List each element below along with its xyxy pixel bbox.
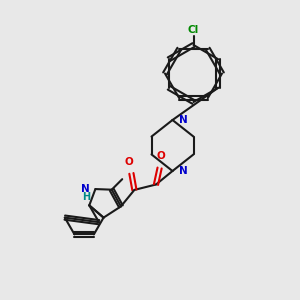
Text: H: H — [82, 192, 90, 202]
Text: N: N — [81, 184, 90, 194]
Text: O: O — [157, 152, 166, 161]
Text: Cl: Cl — [188, 26, 199, 35]
Text: O: O — [124, 157, 134, 167]
Text: N: N — [179, 115, 188, 125]
Text: N: N — [179, 166, 188, 176]
